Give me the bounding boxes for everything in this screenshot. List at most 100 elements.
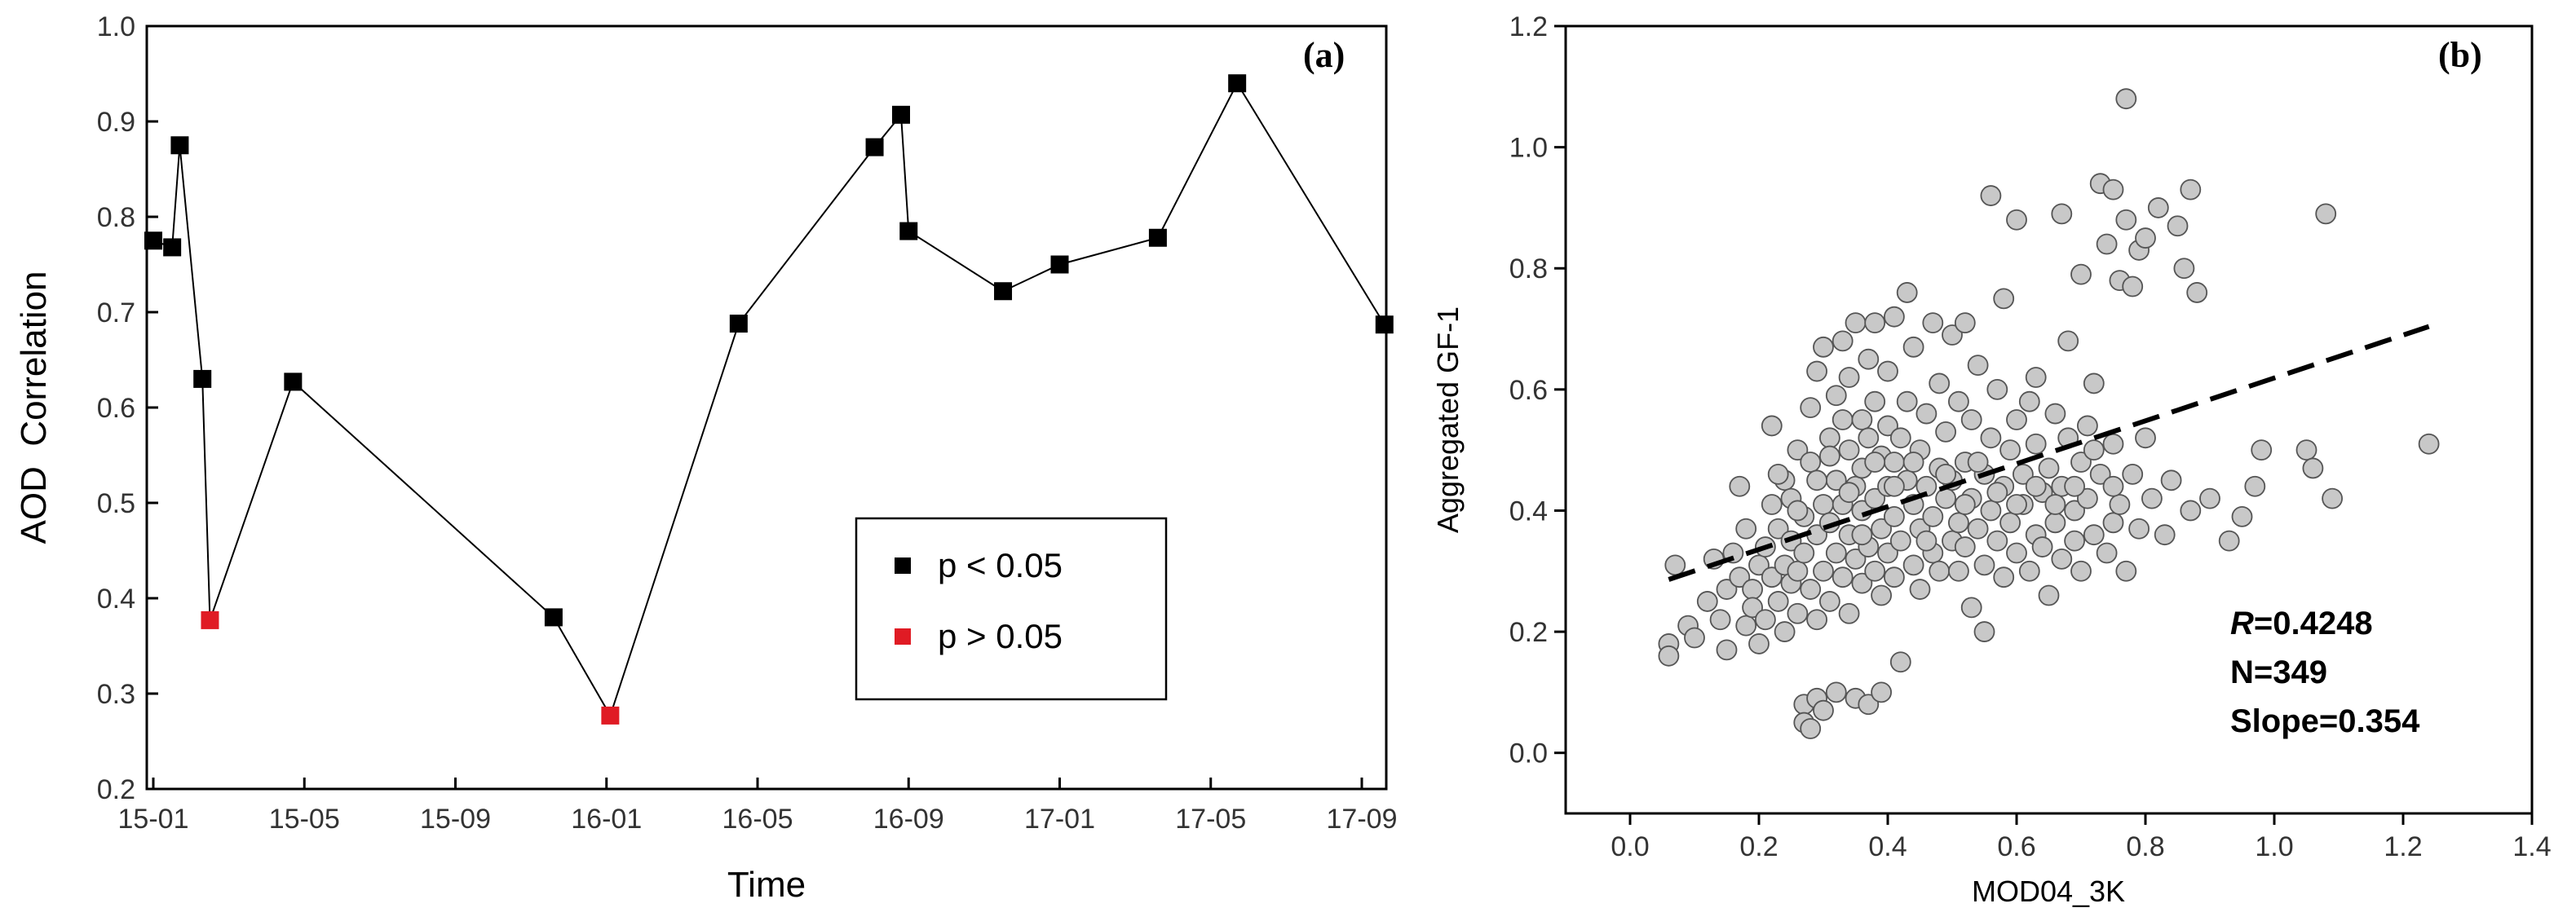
scatter-point — [2173, 258, 2195, 280]
scatter-point — [2128, 518, 2150, 540]
data-point-significant — [729, 315, 748, 333]
scatter-point — [2231, 505, 2253, 527]
x-tick-label: 17-09 — [1327, 804, 1398, 835]
x-tick-label: 0.4 — [1868, 831, 1907, 862]
scatter-point — [1845, 312, 1867, 334]
scatter-point — [1825, 542, 1847, 564]
scatter-point — [2057, 330, 2079, 352]
scatter-point — [1980, 185, 2002, 206]
y-tick-label: 0.4 — [1509, 496, 1548, 527]
scatter-point — [1883, 505, 1905, 527]
scatter-point — [1896, 390, 1918, 412]
scatter-point — [2018, 390, 2040, 412]
stat-r-value: =0.4248 — [2254, 606, 2373, 641]
scatter-point — [2180, 500, 2202, 522]
scatter-point — [1967, 518, 1989, 540]
scatter-point — [1709, 609, 1731, 631]
scatter-point — [1947, 512, 1969, 534]
scatter-point — [1993, 566, 2015, 588]
scatter-point — [2115, 88, 2137, 110]
scatter-point — [1935, 463, 1957, 485]
data-point-significant — [170, 136, 189, 155]
scatter-point — [2180, 178, 2202, 201]
scatter-point — [1748, 633, 1770, 654]
scatter-point — [2199, 487, 2220, 509]
panel-a-x-axis-title: Time — [727, 865, 806, 905]
data-point-significant — [1228, 74, 1247, 93]
legend: p < 0.05 p > 0.05 — [855, 517, 1168, 701]
scatter-point — [1716, 579, 1738, 600]
scatter-point — [1967, 452, 1989, 473]
scatter-point — [2025, 433, 2047, 455]
y-tick-label: 0.5 — [97, 488, 135, 519]
scatter-point — [1716, 639, 1738, 661]
scatter-point — [1929, 560, 1951, 582]
y-tick-label: 0.9 — [97, 107, 135, 138]
scatter-point — [2083, 524, 2105, 546]
scatter-point — [1967, 355, 1989, 377]
scatter-point — [2096, 233, 2118, 255]
x-tick-label: 0.0 — [1611, 831, 1649, 862]
scatter-point — [2006, 494, 2027, 515]
scatter-point — [1696, 591, 1718, 612]
scatter-point — [1761, 415, 1783, 437]
y-tick-label: 0.3 — [97, 679, 135, 710]
scatter-point — [1883, 452, 1905, 473]
scatter-point — [2006, 209, 2027, 231]
x-tick-label: 15-01 — [118, 804, 189, 835]
legend-label-not-significant: p > 0.05 — [938, 617, 1063, 655]
scatter-point — [1883, 306, 1905, 328]
scatter-point — [1735, 615, 1757, 637]
scatter-point — [2322, 487, 2344, 509]
scatter-point — [1947, 390, 1969, 412]
scatter-point — [1838, 602, 1860, 624]
scatter-point — [1960, 597, 1982, 619]
scatter-point — [2141, 487, 2163, 509]
scatter-point — [1877, 415, 1898, 437]
scatter-point — [2122, 275, 2144, 297]
x-tick-label: 17-01 — [1024, 804, 1095, 835]
scatter-point — [1915, 530, 1938, 552]
scatter-point — [2315, 203, 2337, 225]
data-point-significant — [163, 238, 182, 257]
scatter-point — [1813, 699, 1834, 721]
scatter-point — [1800, 579, 1822, 600]
y-tick-label: 1.0 — [1509, 133, 1548, 164]
scatter-point — [2044, 494, 2066, 515]
y-tick-label: 0.7 — [97, 297, 135, 328]
scatter-point — [1986, 482, 2008, 504]
scatter-point — [2418, 433, 2440, 455]
x-tick-label: 16-05 — [722, 804, 793, 835]
scatter-point — [1986, 530, 2008, 552]
y-tick-label: 0.6 — [97, 393, 135, 424]
scatter-point — [1787, 500, 1809, 522]
stats-annotation: R=0.4248 N=349 Slope=0.354 — [2230, 606, 2420, 739]
scatter-point — [2018, 560, 2040, 582]
scatter-point — [2122, 463, 2144, 485]
scatter-point — [1871, 584, 1893, 606]
scatter-point — [1813, 494, 1834, 515]
y-tick-label: 0.2 — [1509, 617, 1548, 648]
scatter-point — [2064, 500, 2086, 522]
scatter-point — [1831, 330, 1854, 352]
stat-slope: Slope=0.354 — [2230, 703, 2420, 739]
y-tick-label: 1.2 — [1509, 11, 1548, 42]
legend-marker-significant — [895, 557, 911, 574]
data-point-significant — [865, 138, 884, 156]
panel-a-line-chart: 0.2 0.3 0.4 0.5 0.6 0.7 0.8 0.9 1.0 15-01 15-05 15… — [14, 11, 1397, 905]
scatter-point — [1767, 518, 1789, 540]
scatter-point — [2051, 203, 2073, 225]
scatter-point — [1993, 288, 2015, 310]
scatter-point — [1986, 378, 2008, 400]
regression-fit-line — [1668, 324, 2430, 582]
scatter-point — [2167, 215, 2189, 237]
data-point-significant — [899, 222, 918, 240]
x-tick-label: 17-05 — [1175, 804, 1246, 835]
scatter-point — [1954, 494, 1976, 515]
panel-a-plot-frame — [145, 24, 1388, 791]
x-tick-label: 16-01 — [571, 804, 642, 835]
scatter-point — [1851, 409, 1873, 430]
scatter-point — [2076, 487, 2098, 509]
scatter-point — [2038, 457, 2060, 479]
scatter-point — [2102, 433, 2124, 455]
